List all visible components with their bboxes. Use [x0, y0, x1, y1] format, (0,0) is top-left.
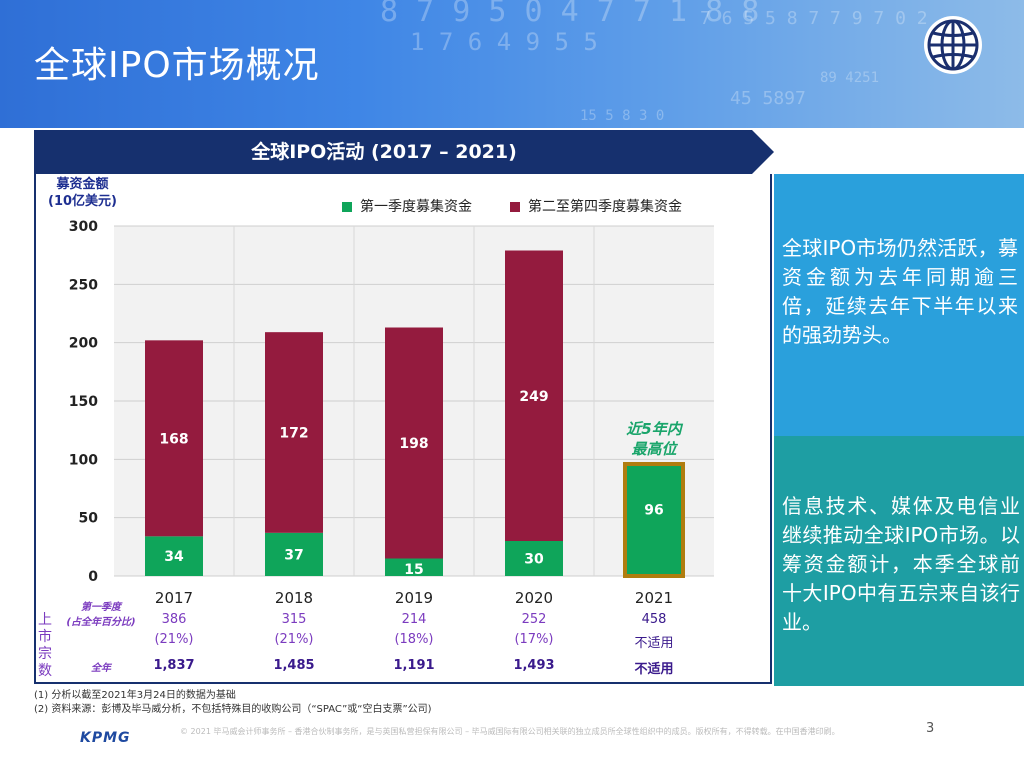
value-label-2021-q1: 96 — [644, 502, 663, 518]
q1-count-2018: 315 — [281, 612, 307, 627]
y-axis-ticks: 0 50 100 150 200 250 300 — [69, 219, 98, 585]
q1-count-2020: 252 — [521, 612, 547, 627]
insight-panel-2: 信息技术、媒体及电信业继续推动全球IPO市场。以筹资金额计，本季全球前十大IPO… — [774, 436, 1024, 686]
value-label-2017-q1: 34 — [164, 549, 184, 565]
x-tick-2021: 2021 — [634, 589, 674, 607]
decorative-numbers: 89 4251 — [820, 70, 880, 86]
annotation-line-2: 最高位 — [631, 440, 678, 458]
y-tick-150: 150 — [69, 394, 98, 410]
chart-title: 全球IPO活动 (2017 – 2021) — [251, 141, 517, 163]
q1-pct-2021: 不适用 — [634, 636, 674, 651]
y-tick-250: 250 — [69, 277, 98, 293]
bar-2021-q1 — [623, 462, 685, 578]
q1-count-2019: 214 — [401, 612, 427, 627]
bar-2017-q2-q4 — [145, 340, 203, 537]
y-tick-300: 300 — [69, 219, 98, 235]
q1-row-label: 第一季度 (占全年百分比) — [56, 598, 146, 628]
bar-2018-q1 — [265, 532, 323, 576]
insight-panel-1: 全球IPO市场仍然活跃，募资金额为去年同期逾三倍，延续去年下半年以来的强劲势头。 — [774, 174, 1024, 436]
value-label-2019-q2-q4: 198 — [399, 436, 428, 452]
q1-pct-2019: (18%) — [394, 632, 434, 647]
full-year-2017: 1,837 — [153, 658, 195, 673]
decorative-numbers: 1 7 6 4 9 5 5 — [410, 28, 598, 56]
listings-side-label: 上市宗数 — [38, 612, 52, 679]
bar-2019-q1 — [385, 558, 443, 576]
full-year-2018: 1,485 — [273, 658, 315, 673]
q1-pct-2017: (21%) — [154, 632, 194, 647]
header-banner: 8 7 9 5 0 4 7 7 1 8 8 1 7 6 4 9 5 5 7 6 … — [0, 0, 1024, 128]
full-year-2021: 不适用 — [634, 662, 674, 677]
footnote-2: (2) 资料来源：彭博及毕马威分析，不包括特殊目的收购公司（“SPAC”或“空白… — [34, 704, 432, 715]
q1-row-label-line1: 第一季度 — [81, 602, 121, 613]
annotation-line-1: 近5年内 — [626, 420, 683, 438]
value-label-2019-q1: 15 — [404, 562, 423, 578]
x-tick-2019: 2019 — [394, 589, 434, 607]
footnote-1: (1) 分析以截至2021年3月24日的数据为基础 — [34, 690, 236, 701]
value-label-2018-q2-q4: 172 — [279, 426, 308, 442]
y-tick-50: 50 — [79, 511, 99, 527]
full-year-row-label: 全年 — [91, 663, 111, 674]
kpmg-logo: KPMG — [80, 730, 131, 746]
chart-frame — [34, 174, 772, 684]
legend-label-q2-q4: 第二至第四季度募集资金 — [528, 199, 682, 215]
decorative-numbers: 15 5 8 3 0 — [580, 108, 665, 124]
full-year-2019: 1,191 — [393, 658, 435, 673]
bar-2018-q2-q4 — [265, 332, 323, 533]
full-year-2020: 1,493 — [513, 658, 555, 673]
legal-notice: © 2021 毕马威会计师事务所 – 香港合伙制事务所，是与英国私营担保有限公司… — [180, 727, 840, 736]
x-tick-2017: 2017 — [154, 589, 194, 607]
y-tick-100: 100 — [69, 452, 98, 468]
legend-label-q1: 第一季度募集资金 — [360, 199, 472, 215]
bar-2020-q1 — [505, 541, 563, 576]
q1-pct-2020: (17%) — [514, 632, 554, 647]
y-axis-title-line2: (10亿美元) — [48, 194, 117, 209]
chart-title-banner — [34, 130, 774, 174]
value-label-2018-q1: 37 — [284, 547, 303, 563]
decorative-numbers: 7 6 5 5 8 7 7 9 7 0 2 — [700, 8, 928, 29]
legend-item-q1: 第一季度募集资金 — [342, 196, 472, 216]
legend-item-q2-q4: 第二至第四季度募集资金 — [510, 196, 682, 216]
y-axis-title: 募资金额 (10亿美元) — [48, 176, 117, 210]
legend-swatch-q2-q4 — [510, 202, 520, 212]
value-label-2020-q1: 30 — [524, 552, 544, 568]
insight-text-2: 信息技术、媒体及电信业继续推动全球IPO市场。以筹资金额计，本季全球前十大IPO… — [782, 494, 1020, 634]
q1-pct-2018: (21%) — [274, 632, 314, 647]
q1-count-2017: 386 — [161, 612, 187, 627]
bars — [145, 250, 685, 578]
value-label-2017-q2-q4: 168 — [159, 431, 188, 447]
bar-2019-q2-q4 — [385, 327, 443, 559]
decorative-numbers: 8 7 9 5 0 4 7 7 1 8 8 — [380, 0, 760, 29]
bar-2020-q2-q4 — [505, 250, 563, 541]
globe-icon — [924, 16, 982, 74]
value-label-2020-q2-q4: 249 — [519, 389, 548, 405]
x-tick-2020: 2020 — [514, 589, 554, 607]
bar-value-labels: 34 168 37 172 15 198 30 249 96 — [159, 389, 663, 578]
page-title: 全球IPO市场概况 — [34, 45, 320, 86]
bar-2017-q1 — [145, 536, 203, 576]
x-tick-2018: 2018 — [274, 589, 314, 607]
y-tick-200: 200 — [69, 336, 98, 352]
footnotes: (1) 分析以截至2021年3月24日的数据为基础 (2) 资料来源：彭博及毕马… — [34, 689, 432, 717]
page-number: 3 — [926, 721, 935, 736]
decorative-numbers: 45 5897 — [730, 88, 806, 109]
legend-swatch-q1 — [342, 202, 352, 212]
q1-count-2021: 458 — [641, 612, 667, 627]
q1-row-label-line2: (占全年百分比) — [66, 617, 136, 628]
y-tick-0: 0 — [88, 569, 98, 585]
y-axis-title-line1: 募资金额 — [56, 177, 109, 192]
insight-text-1: 全球IPO市场仍然活跃，募资金额为去年同期逾三倍，延续去年下半年以来的强劲势头。 — [782, 236, 1018, 347]
